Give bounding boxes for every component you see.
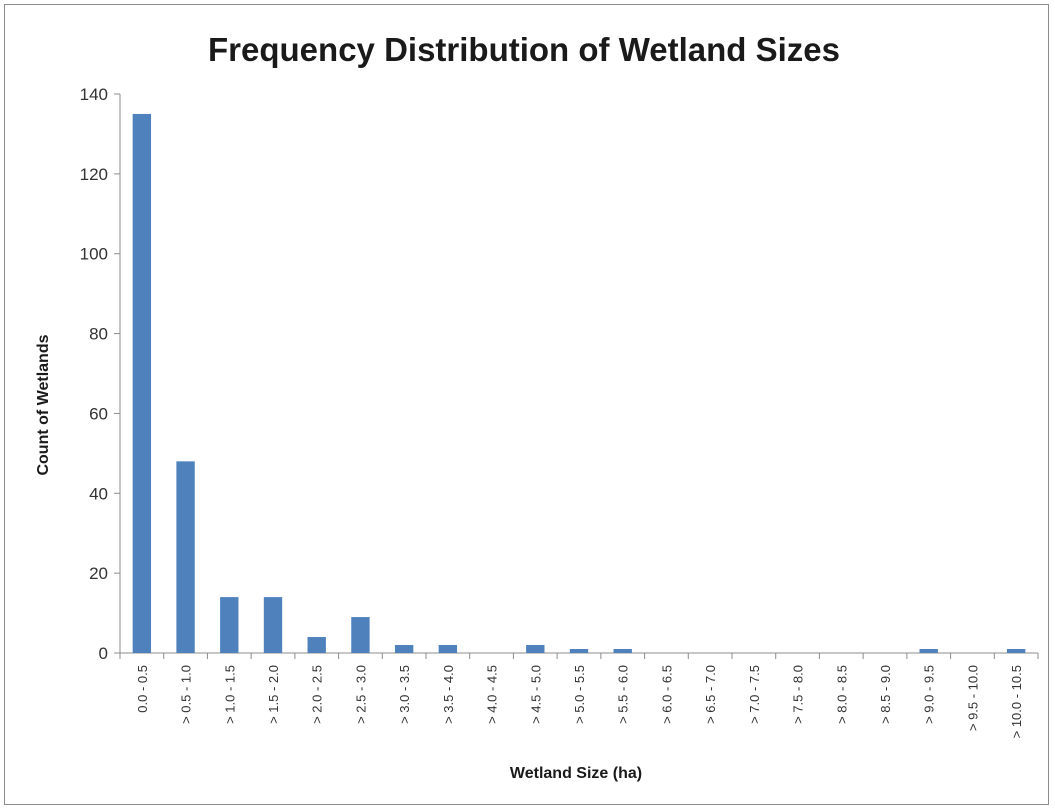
y-tick-label: 0: [99, 644, 108, 663]
x-category-label: > 2.0 - 2.5: [310, 665, 325, 724]
x-category-label: 0.0 - 0.5: [135, 665, 150, 713]
x-category-label: > 6.0 - 6.5: [659, 665, 674, 724]
x-category-label: > 7.0 - 7.5: [747, 665, 762, 724]
x-category-label: > 5.5 - 6.0: [616, 665, 631, 724]
x-category-label: > 8.0 - 8.5: [834, 665, 849, 724]
chart-title: Frequency Distribution of Wetland Sizes: [208, 31, 840, 68]
x-category-label: > 5.0 - 5.5: [572, 665, 587, 724]
bar: [307, 637, 326, 653]
y-tick-label: 80: [89, 325, 108, 344]
x-category-label: > 1.5 - 2.0: [266, 665, 281, 724]
bar: [1006, 649, 1026, 653]
bar: [919, 649, 938, 653]
x-category-label: > 3.0 - 3.5: [397, 665, 412, 724]
x-category-label: > 7.5 - 8.0: [791, 665, 806, 724]
x-category-label: > 9.0 - 9.5: [922, 665, 937, 724]
bar-chart: Frequency Distribution of Wetland Sizes …: [35, 31, 1039, 782]
x-category-label: > 6.5 - 7.0: [703, 665, 718, 724]
x-category-label: > 10.0 - 10.5: [1009, 665, 1024, 738]
bar: [220, 597, 239, 653]
bar: [176, 461, 195, 653]
x-axis-title: Wetland Size (ha): [510, 765, 642, 782]
bar: [526, 645, 545, 653]
bar: [263, 597, 283, 653]
bar: [613, 649, 632, 653]
bar: [438, 645, 458, 653]
y-axis-title: Count of Wetlands: [35, 334, 52, 475]
y-tick-label: 20: [89, 564, 108, 583]
plot-area: 0 20 40 60 80 100 120 140 0.0 - 0.5 > 0.5 - 1.0 > …: [80, 85, 1039, 738]
x-category-label: > 0.5 - 1.0: [179, 665, 194, 724]
y-tick-label: 120: [80, 165, 108, 184]
x-category-label: > 3.5 - 4.0: [441, 665, 456, 724]
x-category-label: > 4.0 - 4.5: [485, 665, 500, 724]
bar: [351, 617, 370, 653]
x-category-label: > 9.5 - 10.0: [965, 665, 980, 731]
chart-frame: Frequency Distribution of Wetland Sizes …: [4, 4, 1049, 805]
x-category-label: > 4.5 - 5.0: [528, 665, 543, 724]
x-category-label: > 1.0 - 1.5: [222, 665, 237, 724]
y-tick-label: 40: [89, 484, 108, 503]
x-category-label: > 8.5 - 9.0: [878, 665, 893, 724]
x-category-label: > 2.5 - 3.0: [353, 665, 368, 724]
y-tick-label: 100: [80, 245, 108, 264]
y-tick-label: 60: [89, 404, 108, 423]
bar: [569, 649, 589, 653]
y-tick-label: 140: [80, 85, 108, 104]
bar: [394, 645, 414, 653]
bar: [132, 113, 152, 653]
